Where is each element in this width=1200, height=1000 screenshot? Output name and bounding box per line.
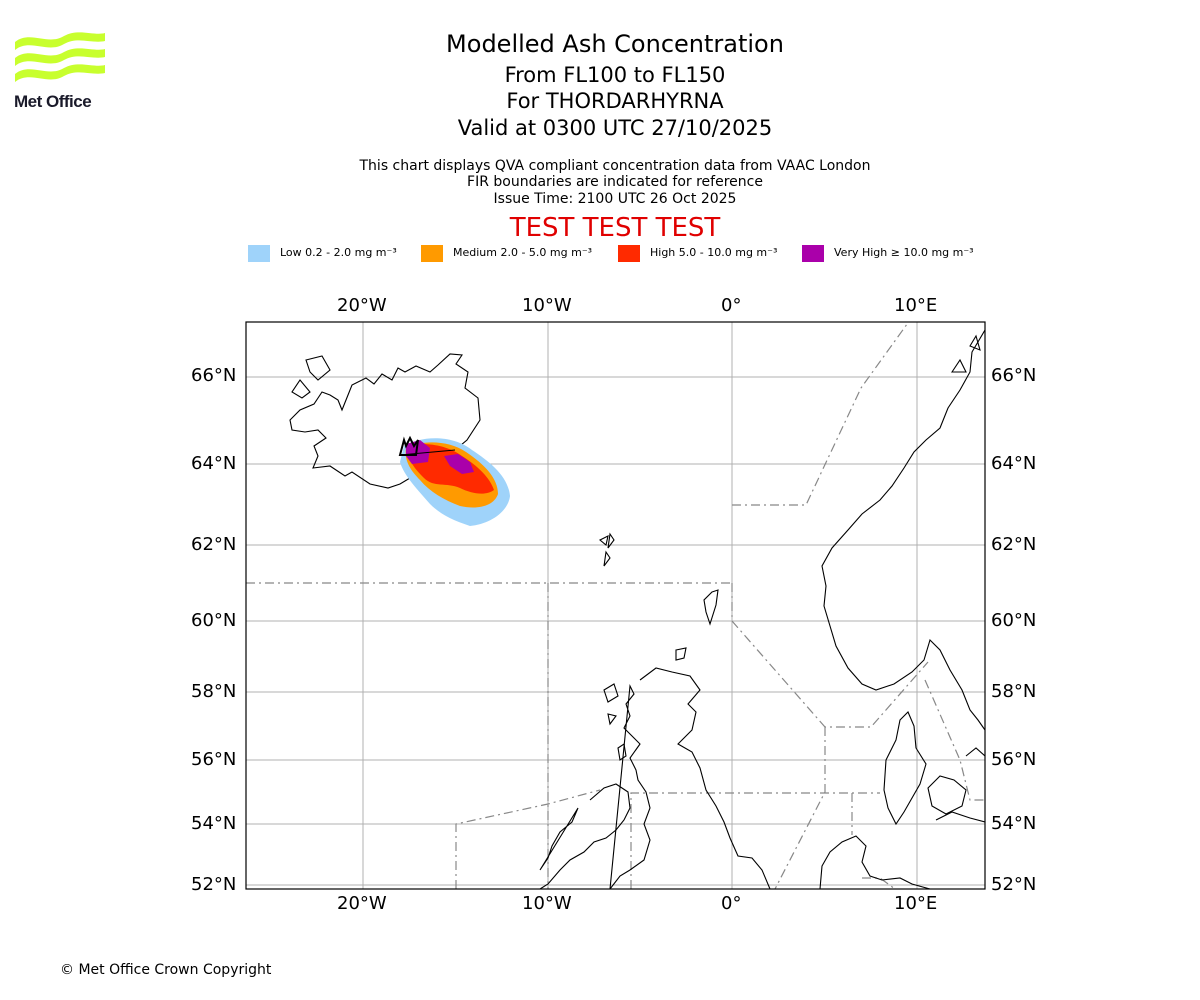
lat-tick-62n-right: 62°N	[991, 534, 1037, 555]
norway-coastline	[821, 329, 985, 731]
lon-tick-0-bottom: 0°	[721, 893, 742, 914]
lon-tick-0-top: 0°	[721, 295, 742, 316]
lat-tick-58n-right: 58°N	[991, 681, 1037, 702]
lon-tick-10e-top: 10°E	[894, 295, 938, 316]
map-border	[245, 321, 986, 890]
lon-tick-10w-top: 10°W	[522, 295, 572, 316]
fir-boundaries	[246, 322, 985, 889]
lat-tick-66n-left: 66°N	[191, 365, 237, 386]
legend-label-high: High 5.0 - 10.0 mg m⁻³	[650, 246, 778, 259]
lat-tick-52n-right: 52°N	[991, 874, 1037, 895]
lon-tick-10w-bottom: 10°W	[522, 893, 572, 914]
fir-note: FIR boundaries are indicated for referen…	[467, 174, 763, 190]
chart-description: This chart displays QVA compliant concen…	[359, 158, 871, 174]
lat-tick-60n-right: 60°N	[991, 610, 1037, 631]
lat-tick-66n-right: 66°N	[991, 365, 1037, 386]
lat-tick-54n-right: 54°N	[991, 813, 1037, 834]
lat-tick-60n-left: 60°N	[191, 610, 237, 631]
legend-label-low: Low 0.2 - 2.0 mg m⁻³	[280, 246, 397, 259]
continental-coastline	[819, 835, 931, 889]
ash-very-high-region	[406, 440, 474, 474]
legend-swatch-medium	[421, 245, 443, 262]
met-office-logo-text: Met Office	[14, 92, 92, 111]
map-frame	[246, 322, 985, 889]
lat-tick-54n-left: 54°N	[191, 813, 237, 834]
lat-tick-64n-right: 64°N	[991, 453, 1037, 474]
great-britain-coastline	[609, 667, 771, 889]
legend-label-medium: Medium 2.0 - 5.0 mg m⁻³	[453, 246, 593, 259]
volcano-marker-icon	[398, 435, 419, 456]
lat-tick-56n-left: 56°N	[191, 749, 237, 770]
legend-swatch-very-high	[802, 245, 824, 262]
legend-label-very-high: Very High ≥ 10.0 mg m⁻³	[834, 246, 974, 259]
faroe-islands-coastline	[599, 532, 615, 567]
lon-tick-20w-top: 20°W	[337, 295, 387, 316]
volcano-name: For THORDARHYRNA	[506, 89, 724, 113]
lat-tick-58n-left: 58°N	[191, 681, 237, 702]
lat-tick-56n-right: 56°N	[991, 749, 1037, 770]
lat-tick-52n-left: 52°N	[191, 874, 237, 895]
shetland-coastline	[703, 589, 719, 626]
legend-swatch-low	[248, 245, 270, 262]
ireland-coastline	[539, 783, 631, 889]
chart-title: Modelled Ash Concentration	[446, 30, 784, 58]
denmark-coastline	[883, 711, 927, 826]
lat-tick-62n-left: 62°N	[191, 534, 237, 555]
lon-tick-20w-bottom: 20°W	[337, 893, 387, 914]
coastlines	[289, 329, 985, 889]
legend-swatch-high	[618, 245, 640, 262]
issue-time: Issue Time: 2100 UTC 26 Oct 2025	[493, 191, 737, 207]
ash-high-region	[407, 444, 494, 494]
lat-tick-64n-left: 64°N	[191, 453, 237, 474]
met-office-logo-icon	[15, 32, 105, 82]
graticule	[246, 322, 985, 889]
lon-tick-10e-bottom: 10°E	[894, 893, 938, 914]
valid-time: Valid at 0300 UTC 27/10/2025	[457, 116, 773, 140]
flight-level-range: From FL100 to FL150	[504, 63, 726, 87]
ash-plume	[400, 438, 510, 526]
copyright-notice: © Met Office Crown Copyright	[60, 962, 272, 978]
test-banner: TEST TEST TEST	[509, 213, 721, 243]
